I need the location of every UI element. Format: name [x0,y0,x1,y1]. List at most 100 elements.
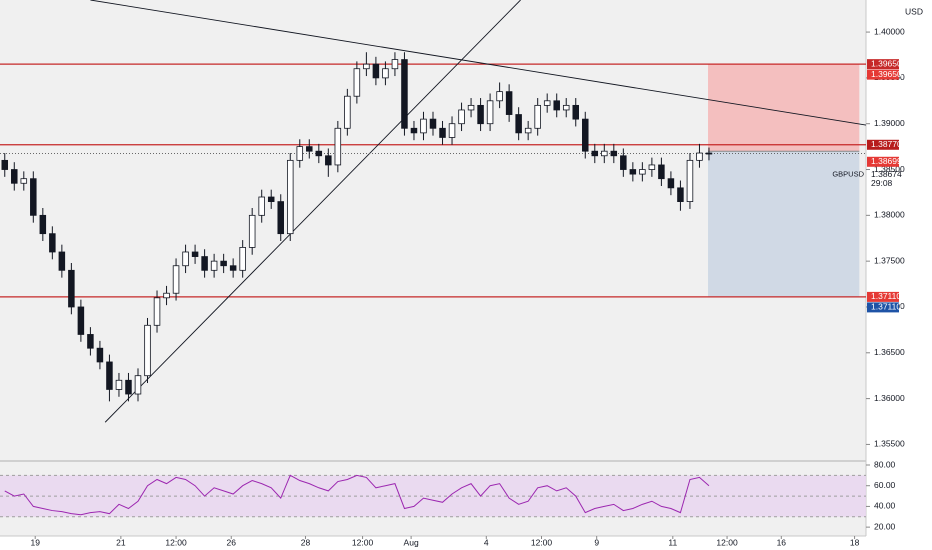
candle-body [601,150,608,157]
y-tick-label: 40.00 [874,501,896,511]
x-tick-label: 12:00 [531,537,553,547]
price-label: 1.39650 [871,58,902,68]
y-tick-label: 1.36000 [874,393,905,403]
price-label-box [867,59,899,70]
candle-body [648,164,656,170]
candle-body [106,361,113,390]
last-price-label: 1.38674 [871,169,902,179]
x-tick-label: 18 [850,537,860,547]
candle-body [134,375,142,395]
candle-body [39,214,47,235]
price-pane [0,0,866,423]
candle-body [49,233,56,253]
y-tick-label: 1.38500 [874,164,905,174]
x-tick-label: 12:00 [165,537,187,547]
candle-body [562,104,570,111]
y-tick-label: 20.00 [874,521,896,531]
price-label: 1.38699 [871,156,902,166]
candle-body [591,150,599,157]
x-tick-label: 21 [116,537,126,547]
candle-body [239,247,246,271]
candle-body [125,379,132,395]
candle-body [658,164,665,180]
candle-body [87,334,94,349]
candle-body [667,178,675,189]
candle-body [191,251,199,257]
candle-body [448,123,456,138]
candle-body [629,169,637,175]
candle-body [286,159,294,235]
x-tick-label: 26 [227,537,237,547]
price-label-box [867,302,899,313]
candle-body [553,100,560,111]
candle-body [229,265,237,271]
candle-body [610,150,618,157]
candle-body [410,127,418,134]
price-label-box [867,69,899,80]
price-label-box [867,139,899,150]
symbol-label: GBPUSD [832,170,864,179]
candle-body [306,146,313,152]
candle-body [486,100,494,125]
rsi-pane [0,474,866,518]
axes: 1.355001.360001.365001.370001.375001.380… [30,26,905,547]
price-label: 1.38770 [871,139,902,149]
price-label: 1.37110 [871,291,901,301]
x-tick-label: 28 [301,537,311,547]
candle-body [372,63,380,79]
candle-body [477,104,484,125]
candle-body [515,114,522,134]
candle-body [429,118,437,129]
x-tick-label: 19 [30,537,40,547]
candle-body [248,214,256,248]
candle-body [201,256,208,271]
countdown-label: 29:08 [871,178,893,188]
x-tick-label: 4 [484,537,489,547]
x-tick-label: 11 [668,537,677,547]
candle-body [534,104,541,129]
candle-body [277,201,284,235]
candle-body [77,306,85,335]
candle-body [163,292,170,299]
candle-body [30,178,37,216]
stop-zone [708,64,860,152]
candle-body [696,152,703,161]
price-label: 1.37110 [871,302,901,312]
candle-body [172,265,180,294]
candle-body [115,379,123,390]
y-tick-label: 1.38000 [874,210,905,220]
candle-body [420,118,427,134]
candle-body [220,260,227,267]
y-tick-label: 60.00 [874,480,896,490]
candle-body [144,324,151,377]
rsi-line [4,474,710,516]
candle-body [363,63,370,70]
y-tick-label: 1.39000 [874,118,905,128]
y-tick-label: 1.40000 [874,26,905,36]
target-zone [708,151,860,297]
currency-label: USD [905,6,923,16]
candle-body [439,127,446,138]
candle-body [639,169,646,175]
candle-body [505,91,513,115]
x-tick-label: 12:00 [716,537,738,547]
candle-body [58,251,66,271]
candle-body [620,155,627,170]
candle-body [182,251,189,267]
y-tick-label: 1.37500 [874,255,905,265]
candle-body [296,146,304,161]
candle-body [267,196,275,202]
candle-body [20,178,28,184]
y-tick-label: 1.36500 [874,347,905,357]
candle-body [258,196,265,216]
candle-body [543,100,551,106]
candle-body [467,104,475,111]
trend-line [90,0,866,126]
y-tick-label: 80.00 [874,459,896,469]
candle-body [524,127,532,134]
candle-body [325,155,332,166]
candle-body [582,118,589,152]
candle-body [353,68,361,97]
